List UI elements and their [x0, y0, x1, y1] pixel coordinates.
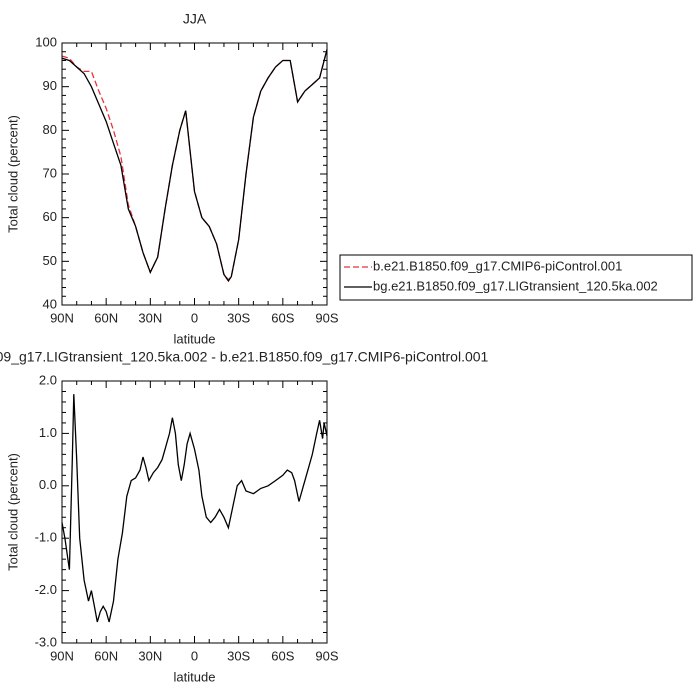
y-tick-label: -2.0 — [35, 582, 57, 597]
chart-title: JJA — [183, 11, 207, 27]
y-tick-label: 40 — [43, 296, 57, 311]
x-tick-label: 30S — [227, 310, 250, 325]
legend-box — [339, 254, 693, 301]
y-tick-label: -3.0 — [35, 634, 57, 649]
x-tick-label: 90N — [50, 310, 74, 325]
x-tick-label: 30N — [138, 648, 162, 663]
legend-label: bg.e21.B1850.f09_g17.LIGtransient_120.5k… — [373, 278, 658, 293]
x-tick-label: 60N — [94, 310, 118, 325]
data-line — [61, 394, 328, 623]
y-tick-label: 50 — [43, 253, 57, 268]
y-tick-label: 90 — [43, 78, 57, 93]
x-tick-label: 30N — [138, 310, 162, 325]
y-tick-label: 80 — [43, 122, 57, 137]
x-tick-label: 60S — [271, 648, 294, 663]
y-tick-label: 60 — [43, 209, 57, 224]
x-tick-label: 0 — [191, 648, 198, 663]
x-axis-label: latitude — [174, 669, 216, 684]
y-tick-label: -1.0 — [35, 530, 57, 545]
data-line — [61, 49, 328, 281]
x-tick-label: 90N — [50, 648, 74, 663]
x-tick-label: 60S — [271, 310, 294, 325]
x-tick-label: 90S — [315, 310, 338, 325]
y-axis-label: Total cloud (percent) — [5, 453, 20, 571]
legend-label: b.e21.B1850.f09_g17.CMIP6-piControl.001 — [373, 258, 622, 273]
y-tick-label: 0.0 — [39, 477, 57, 492]
y-axis-label: Total cloud (percent) — [5, 115, 20, 233]
y-tick-label: 1.0 — [39, 425, 57, 440]
plot-frame — [61, 380, 328, 644]
y-tick-label: 100 — [35, 34, 57, 49]
x-tick-label: 90S — [315, 648, 338, 663]
y-tick-label: 2.0 — [39, 372, 57, 387]
x-tick-label: 60N — [94, 648, 118, 663]
data-line — [61, 49, 328, 283]
chart-title: bg.e21.B1850.f09_g17.LIGtransient_120.5k… — [0, 349, 489, 365]
x-axis-label: latitude — [174, 331, 216, 346]
y-tick-label: 70 — [43, 165, 57, 180]
x-tick-label: 30S — [227, 648, 250, 663]
plot-frame — [61, 42, 328, 306]
x-tick-label: 0 — [191, 310, 198, 325]
